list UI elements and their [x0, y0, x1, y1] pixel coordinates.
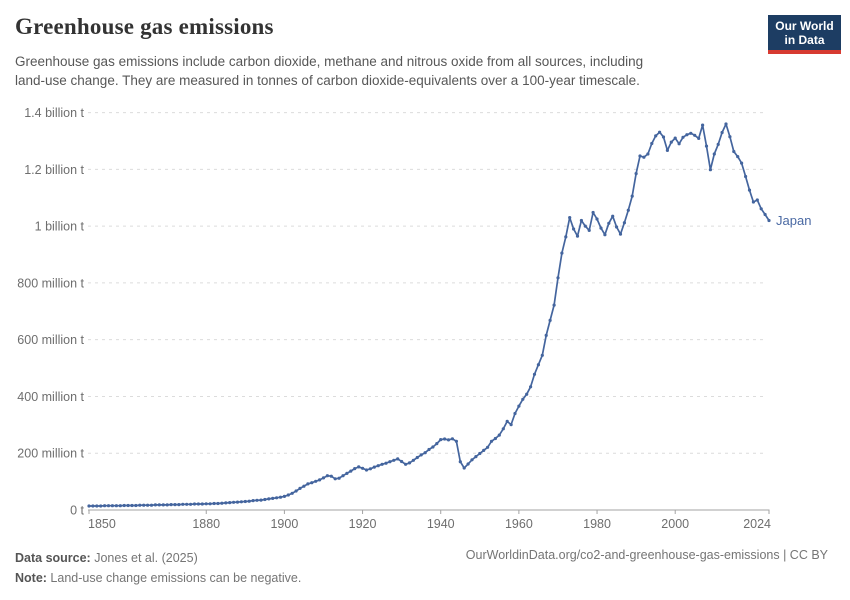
- subtitle-line-2: land-use change. They are measured in to…: [15, 73, 640, 88]
- japan-data-points: [87, 122, 771, 508]
- owid-logo: Our World in Data: [768, 15, 841, 54]
- series-label-japan: Japan: [776, 213, 811, 228]
- note-line: Note: Land-use change emissions can be n…: [15, 568, 835, 588]
- y-tick-label: 1 billion t: [35, 220, 85, 234]
- chart-subtitle: Greenhouse gas emissions include carbon …: [15, 52, 643, 90]
- y-tick-label: 1.2 billion t: [24, 163, 84, 177]
- x-tick-label: 1960: [505, 517, 533, 531]
- x-tick-label: 2024: [743, 517, 771, 531]
- note-label: Note:: [15, 571, 47, 585]
- x-tick-label: 1940: [427, 517, 455, 531]
- data-source-value: Jones et al. (2025): [90, 551, 198, 565]
- x-tick-label: 1850: [88, 517, 116, 531]
- x-tick-label: 2000: [661, 517, 689, 531]
- owid-logo-line-1: Our World: [775, 19, 834, 33]
- x-tick-label: 1880: [192, 517, 220, 531]
- y-tick-label: 400 million t: [17, 390, 84, 404]
- owid-logo-line-2: in Data: [784, 33, 825, 47]
- y-tick-label: 200 million t: [17, 447, 84, 461]
- chart-footer: Data source: Jones et al. (2025) Note: L…: [15, 548, 835, 588]
- note-value: Land-use change emissions can be negativ…: [46, 571, 302, 585]
- y-tick-label: 600 million t: [17, 333, 84, 347]
- owid-citation-link[interactable]: OurWorldinData.org/co2-and-greenhouse-ga…: [465, 548, 828, 562]
- x-tick-label: 1900: [270, 517, 298, 531]
- subtitle-line-1: Greenhouse gas emissions include carbon …: [15, 54, 644, 69]
- y-tick-label: 800 million t: [17, 276, 84, 290]
- y-tick-label: 0 t: [70, 504, 84, 518]
- x-tick-label: 1920: [349, 517, 377, 531]
- page-title: Greenhouse gas emissions: [15, 14, 274, 39]
- y-tick-label: 1.4 billion t: [24, 106, 84, 120]
- x-tick-label: 1980: [583, 517, 611, 531]
- data-source-line: Data source: Jones et al. (2025): [15, 548, 835, 568]
- data-source-label: Data source:: [15, 551, 91, 565]
